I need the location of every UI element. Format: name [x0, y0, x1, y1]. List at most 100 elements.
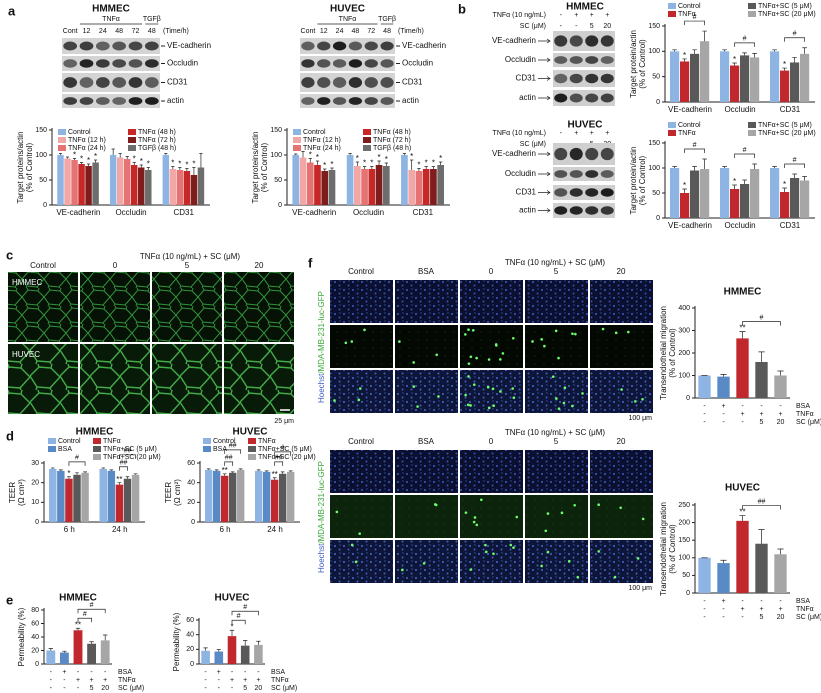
- micrograph: [525, 540, 588, 583]
- green-haze: [460, 495, 523, 538]
- micrograph: [590, 370, 653, 413]
- bar: [361, 169, 368, 205]
- band: [301, 77, 315, 88]
- cell-dot: [333, 399, 336, 402]
- condition-cell: -: [722, 411, 725, 418]
- cell-dot: [573, 503, 576, 507]
- cell-dot: [571, 404, 574, 408]
- bar: [213, 470, 221, 522]
- bar: [780, 192, 790, 218]
- error-bar: [146, 167, 150, 170]
- column-label: Control: [348, 437, 374, 446]
- cell-dot: [574, 332, 577, 336]
- column-label: 5: [554, 267, 559, 276]
- error-bar: [370, 166, 374, 169]
- error-bar: [702, 158, 707, 169]
- micrograph: [395, 370, 458, 413]
- cell-dot: [469, 404, 472, 407]
- bar: [49, 468, 57, 522]
- band: [112, 41, 127, 51]
- significance: *: [410, 152, 413, 161]
- error-bar: [752, 53, 757, 58]
- y-tick-label: 100: [270, 152, 282, 159]
- chart-title: HUVEC: [232, 427, 267, 438]
- bar: [87, 643, 97, 664]
- band: [554, 93, 568, 103]
- significance: *: [140, 157, 143, 166]
- legend-label: TNFα+SC (20 μM): [258, 454, 316, 461]
- micrograph: [460, 495, 523, 538]
- significance: *: [67, 469, 70, 478]
- column-label: 20: [255, 261, 264, 270]
- legend-swatch: [48, 438, 56, 444]
- band-arrow: [538, 171, 551, 177]
- micrograph: [590, 325, 653, 368]
- bar: [292, 155, 300, 205]
- bracket-label: #: [793, 31, 797, 38]
- y-tick-label: 100: [648, 48, 660, 55]
- cell-dot: [581, 392, 584, 395]
- bracket-label: ##: [758, 498, 766, 505]
- band-arrow: [538, 151, 551, 157]
- y-tick-label: 150: [678, 537, 690, 544]
- bar: [99, 468, 107, 522]
- bar: [375, 165, 383, 205]
- x-tick-label: Occludin: [353, 208, 384, 217]
- panel-label: d: [6, 428, 14, 443]
- micrograph: [80, 272, 150, 342]
- lane-label: 72: [132, 28, 140, 35]
- bracket: [119, 454, 136, 459]
- cell-dot: [484, 550, 488, 554]
- band: [128, 59, 143, 68]
- legend-label: Control: [678, 3, 701, 10]
- y-tick-label: 10: [31, 499, 39, 506]
- band: [317, 41, 331, 51]
- band: [585, 93, 599, 103]
- cell-dot: [354, 560, 358, 564]
- bar: [229, 472, 237, 522]
- legend-swatch: [93, 438, 101, 444]
- x-tick-label: 24 h: [112, 525, 128, 534]
- lane-label: 48: [148, 28, 156, 35]
- condition-cell: -: [204, 669, 207, 676]
- band: [79, 77, 94, 88]
- condition-cell: -: [560, 23, 563, 30]
- bar: [145, 170, 152, 205]
- condition-cell: 20: [603, 23, 611, 30]
- band: [79, 97, 94, 105]
- error-bar: [222, 473, 227, 476]
- cell-dot: [576, 575, 580, 579]
- band-label: Occludin: [167, 59, 198, 68]
- column-label: 5: [185, 261, 190, 270]
- blot-title: HUVEC: [567, 120, 602, 131]
- bar: [107, 470, 116, 522]
- band: [554, 170, 568, 178]
- micrograph: [395, 495, 458, 538]
- condition-cell: +: [103, 677, 107, 684]
- column-label: 20: [617, 267, 626, 276]
- band: [63, 59, 78, 68]
- bar: [790, 178, 800, 218]
- micrograph: [152, 272, 222, 342]
- significance: *: [185, 161, 188, 170]
- error-bar: [164, 153, 168, 155]
- bar: [214, 651, 224, 664]
- x-tick-label: 24 h: [267, 525, 283, 534]
- bar: [57, 155, 64, 205]
- condition-cell: +: [574, 130, 578, 137]
- condition-label: SC (μM): [118, 685, 144, 692]
- band: [95, 41, 110, 51]
- legend-swatch: [363, 145, 371, 151]
- bar: [131, 474, 140, 522]
- lane-label: 12: [320, 28, 328, 35]
- treatment-label: TNFα: [102, 16, 120, 23]
- bar: [254, 644, 263, 664]
- bracket: [231, 619, 246, 625]
- band: [554, 56, 568, 64]
- micrograph: [525, 280, 588, 323]
- band: [585, 188, 599, 197]
- bar: [131, 165, 138, 205]
- legend-swatch: [293, 145, 301, 151]
- x-tick-label: 6 h: [219, 525, 230, 534]
- legend-swatch: [128, 137, 136, 143]
